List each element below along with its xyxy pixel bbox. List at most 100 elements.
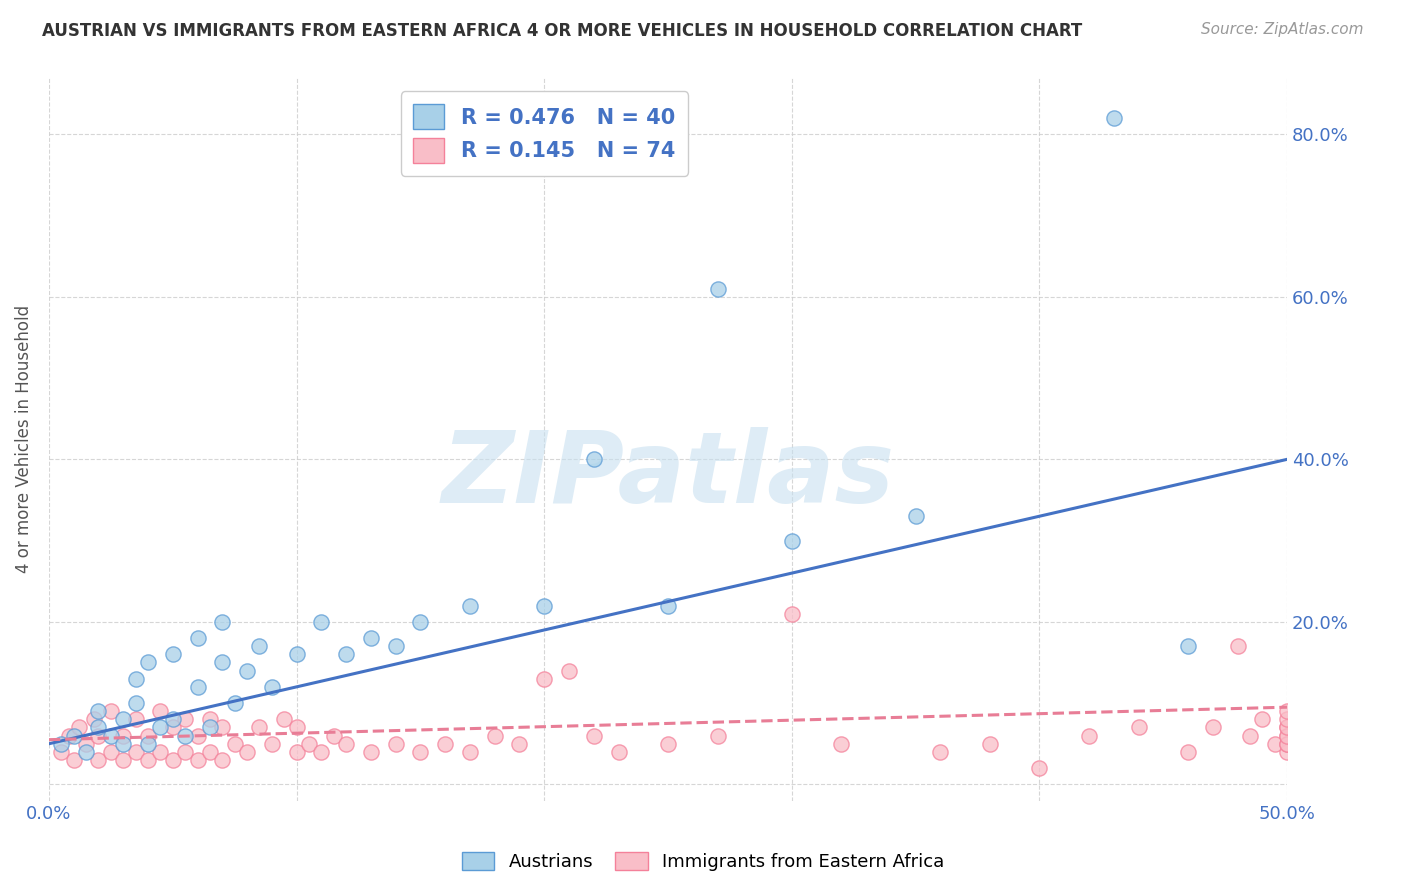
Point: [162, 712, 184, 726]
Point: [87, 721, 110, 735]
Point: [136, 737, 159, 751]
Point: [174, 712, 197, 726]
Point: [112, 753, 135, 767]
Point: [211, 615, 233, 629]
Point: [162, 721, 184, 735]
Point: [87, 729, 110, 743]
Point: [706, 729, 728, 743]
Text: AUSTRIAN VS IMMIGRANTS FROM EASTERN AFRICA 4 OR MORE VEHICLES IN HOUSEHOLD CORRE: AUSTRIAN VS IMMIGRANTS FROM EASTERN AFRI…: [42, 22, 1083, 40]
Point: [1275, 721, 1298, 735]
Point: [198, 712, 221, 726]
Point: [1028, 761, 1050, 775]
Point: [311, 615, 333, 629]
Point: [112, 737, 135, 751]
Point: [1128, 721, 1150, 735]
Point: [124, 696, 146, 710]
Point: [211, 721, 233, 735]
Point: [124, 745, 146, 759]
Point: [198, 745, 221, 759]
Point: [409, 615, 432, 629]
Point: [136, 753, 159, 767]
Point: [780, 607, 803, 621]
Point: [335, 737, 357, 751]
Point: [174, 745, 197, 759]
Point: [607, 745, 630, 759]
Point: [67, 721, 90, 735]
Point: [1177, 639, 1199, 653]
Point: [149, 745, 172, 759]
Point: [211, 753, 233, 767]
Y-axis label: 4 or more Vehicles in Household: 4 or more Vehicles in Household: [15, 305, 32, 573]
Point: [780, 533, 803, 548]
Point: [1251, 712, 1274, 726]
Point: [75, 737, 97, 751]
Point: [384, 639, 406, 653]
Point: [100, 704, 122, 718]
Point: [236, 745, 259, 759]
Point: [285, 648, 308, 662]
Point: [149, 704, 172, 718]
Point: [112, 712, 135, 726]
Point: [533, 599, 555, 613]
Point: [322, 729, 344, 743]
Point: [1264, 737, 1286, 751]
Point: [124, 672, 146, 686]
Point: [1275, 729, 1298, 743]
Point: [484, 729, 506, 743]
Point: [198, 721, 221, 735]
Point: [224, 696, 246, 710]
Point: [929, 745, 952, 759]
Point: [187, 729, 209, 743]
Point: [100, 745, 122, 759]
Point: [124, 712, 146, 726]
Point: [136, 656, 159, 670]
Text: ZIPatlas: ZIPatlas: [441, 426, 894, 524]
Point: [285, 745, 308, 759]
Point: [1275, 729, 1298, 743]
Point: [285, 721, 308, 735]
Point: [533, 672, 555, 686]
Point: [136, 729, 159, 743]
Point: [149, 721, 172, 735]
Point: [979, 737, 1001, 751]
Point: [187, 631, 209, 645]
Point: [75, 745, 97, 759]
Point: [1078, 729, 1101, 743]
Point: [112, 729, 135, 743]
Point: [224, 737, 246, 751]
Point: [62, 729, 84, 743]
Point: [409, 745, 432, 759]
Point: [360, 631, 382, 645]
Point: [51, 737, 73, 751]
Point: [657, 737, 679, 751]
Point: [1102, 111, 1125, 125]
Point: [558, 664, 581, 678]
Point: [236, 664, 259, 678]
Point: [187, 753, 209, 767]
Point: [260, 737, 283, 751]
Point: [458, 599, 481, 613]
Point: [311, 745, 333, 759]
Point: [458, 745, 481, 759]
Point: [657, 599, 679, 613]
Point: [174, 729, 197, 743]
Point: [87, 753, 110, 767]
Point: [1275, 721, 1298, 735]
Point: [1177, 745, 1199, 759]
Point: [87, 704, 110, 718]
Text: Source: ZipAtlas.com: Source: ZipAtlas.com: [1201, 22, 1364, 37]
Point: [582, 729, 605, 743]
Point: [508, 737, 530, 751]
Point: [582, 452, 605, 467]
Point: [904, 509, 927, 524]
Point: [83, 712, 105, 726]
Point: [706, 282, 728, 296]
Legend: Austrians, Immigrants from Eastern Africa: Austrians, Immigrants from Eastern Afric…: [454, 845, 952, 879]
Point: [249, 721, 271, 735]
Point: [360, 745, 382, 759]
Point: [273, 712, 295, 726]
Point: [1275, 704, 1298, 718]
Point: [1275, 737, 1298, 751]
Legend: R = 0.476   N = 40, R = 0.145   N = 74: R = 0.476 N = 40, R = 0.145 N = 74: [401, 92, 688, 176]
Point: [62, 753, 84, 767]
